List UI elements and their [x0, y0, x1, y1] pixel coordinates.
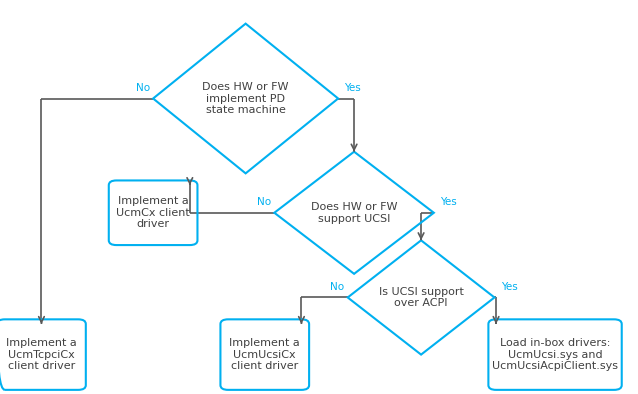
Text: Implement a
UcmCx client
driver: Implement a UcmCx client driver [116, 196, 190, 229]
Text: No: No [330, 282, 345, 292]
Text: Yes: Yes [345, 83, 361, 93]
Text: Does HW or FW
support UCSI: Does HW or FW support UCSI [311, 202, 397, 223]
Text: No: No [257, 197, 271, 207]
Text: Yes: Yes [501, 282, 517, 292]
Text: Load in-box drivers:
UcmUcsi.sys and
UcmUcsiAcpiClient.sys: Load in-box drivers: UcmUcsi.sys and Ucm… [492, 338, 618, 371]
Text: Implement a
UcmUcsiCx
client driver: Implement a UcmUcsiCx client driver [230, 338, 300, 371]
Text: Does HW or FW
implement PD
state machine: Does HW or FW implement PD state machine [202, 82, 289, 115]
Text: No: No [136, 83, 150, 93]
Text: Implement a
UcmTcpciCx
client driver: Implement a UcmTcpciCx client driver [6, 338, 77, 371]
Text: Yes: Yes [440, 197, 457, 207]
Text: Is UCSI support
over ACPI: Is UCSI support over ACPI [378, 287, 464, 308]
